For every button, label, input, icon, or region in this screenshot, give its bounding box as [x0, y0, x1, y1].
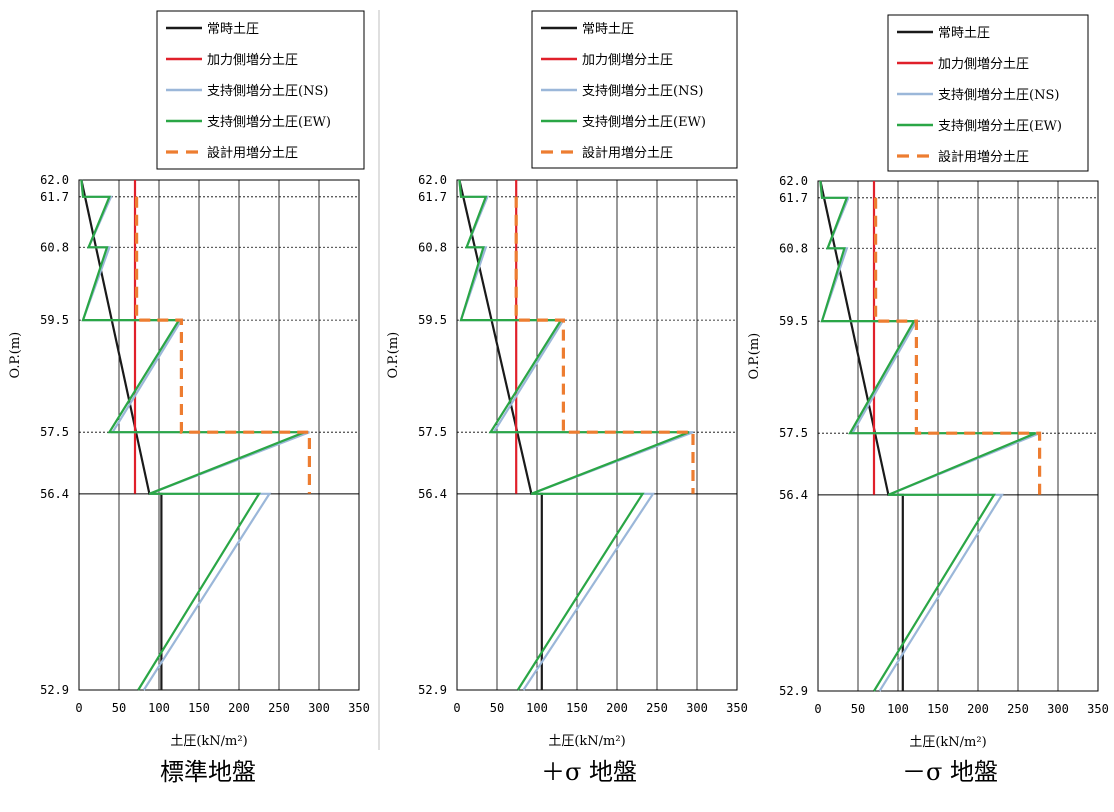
plot-frame	[456, 179, 738, 691]
chart-panel-1: 0 50 100 150 200 250 300 350 62.0 61.7 60.8 59.5 57.…	[8, 10, 370, 786]
y-tick-label: 61.7	[779, 191, 808, 205]
legend-label-2: 加力側増分土圧	[582, 53, 673, 68]
x-tick-label: 100	[148, 701, 170, 715]
legend-label-3: 支持側増分土圧(NS)	[582, 84, 703, 99]
series-line-3	[819, 180, 1041, 692]
legend-label-2: 加力側増分土圧	[938, 57, 1029, 72]
x-axis-title: 土圧(kN/m²)	[170, 734, 247, 749]
legend-label-1: 常時土圧	[582, 22, 634, 37]
legend-label-5: 設計用増分土圧	[938, 149, 1029, 165]
x-axis-title: 土圧(kN/m²)	[548, 734, 625, 749]
series-line-5	[135, 196, 311, 494]
y-tick-label: 57.5	[779, 426, 808, 440]
y-tick-label: 59.5	[40, 313, 69, 327]
chart-panel-3: 0 50 100 150 200 250 300 350 62.0 61.7 60.8 59.5 57.…	[747, 14, 1109, 786]
y-tick-label: 52.9	[418, 683, 447, 697]
series-line-3	[458, 179, 694, 691]
x-tick-label: 150	[188, 701, 210, 715]
legend-label-3: 支持側増分土圧(NS)	[938, 88, 1059, 103]
y-tick-label: 59.5	[418, 313, 447, 327]
x-tick-label: 150	[927, 702, 949, 716]
y-tick-label: 56.4	[779, 488, 808, 502]
x-tick-label: 350	[726, 701, 748, 715]
y-tick-label: 56.4	[40, 487, 69, 501]
plot-frame	[817, 180, 1099, 692]
chart-title: －σ 地盤	[902, 758, 998, 786]
legend-label-1: 常時土圧	[938, 26, 990, 41]
y-tick-label: 62.0	[779, 174, 808, 188]
y-axis-title: O.P.(m)	[8, 332, 23, 379]
legend-label-2: 加力側増分土圧	[207, 53, 298, 68]
y-tick-label: 61.7	[40, 190, 69, 204]
x-tick-label: 0	[75, 701, 82, 715]
y-axis-title: O.P.(m)	[386, 332, 401, 379]
series-line-1	[819, 180, 904, 691]
y-tick-label: 57.5	[40, 425, 69, 439]
legend-label-5: 設計用増分土圧	[207, 145, 298, 161]
x-tick-label: 250	[268, 701, 290, 715]
series-line-4	[80, 179, 306, 691]
chart-title: ＋σ 地盤	[541, 758, 637, 786]
series-line-5	[873, 197, 1042, 495]
y-tick-label: 62.0	[418, 173, 447, 187]
x-tick-label: 150	[566, 701, 588, 715]
series-line-1	[80, 179, 163, 690]
legend-label-5: 設計用増分土圧	[582, 145, 673, 161]
legend-label-4: 支持側増分土圧(EW)	[582, 115, 706, 130]
y-tick-label: 60.8	[40, 240, 69, 254]
x-tick-label: 0	[453, 701, 460, 715]
chart-title: 標準地盤	[160, 758, 256, 786]
x-tick-label: 0	[814, 702, 821, 716]
x-tick-label: 50	[490, 701, 504, 715]
x-tick-label: 50	[112, 701, 126, 715]
series-line-1	[458, 179, 543, 690]
x-tick-label: 300	[686, 701, 708, 715]
y-tick-label: 59.5	[779, 314, 808, 328]
legend-label-3: 支持側増分土圧(NS)	[207, 84, 328, 99]
x-tick-label: 250	[1007, 702, 1029, 716]
series-line-4	[819, 180, 1037, 692]
legend-label-4: 支持側増分土圧(EW)	[938, 119, 1062, 134]
x-tick-label: 250	[646, 701, 668, 715]
plot-frame	[78, 179, 360, 691]
x-tick-label: 200	[228, 701, 250, 715]
series-line-5	[514, 196, 695, 494]
x-tick-label: 200	[967, 702, 989, 716]
x-tick-label: 100	[526, 701, 548, 715]
x-tick-label: 100	[887, 702, 909, 716]
x-axis-title: 土圧(kN/m²)	[909, 735, 986, 750]
x-tick-label: 350	[348, 701, 370, 715]
y-tick-label: 52.9	[40, 683, 69, 697]
y-tick-label: 57.5	[418, 425, 447, 439]
chart-panel-2: 0 50 100 150 200 250 300 350 62.0 61.7 60.8 59.5 57.…	[386, 10, 748, 786]
y-tick-label: 62.0	[40, 173, 69, 187]
y-tick-label: 56.4	[418, 487, 447, 501]
y-axis-title: O.P.(m)	[747, 333, 762, 380]
x-tick-label: 350	[1087, 702, 1109, 716]
y-tick-label: 61.7	[418, 190, 447, 204]
y-tick-label: 52.9	[779, 684, 808, 698]
series-line-4	[458, 179, 690, 691]
y-tick-label: 60.8	[418, 240, 447, 254]
y-tick-label: 60.8	[779, 241, 808, 255]
x-tick-label: 300	[1047, 702, 1069, 716]
legend-label-1: 常時土圧	[207, 22, 259, 37]
x-tick-label: 300	[308, 701, 330, 715]
legend-label-4: 支持側増分土圧(EW)	[207, 115, 331, 130]
x-tick-label: 200	[606, 701, 628, 715]
series-line-3	[80, 179, 310, 691]
x-tick-label: 50	[851, 702, 865, 716]
